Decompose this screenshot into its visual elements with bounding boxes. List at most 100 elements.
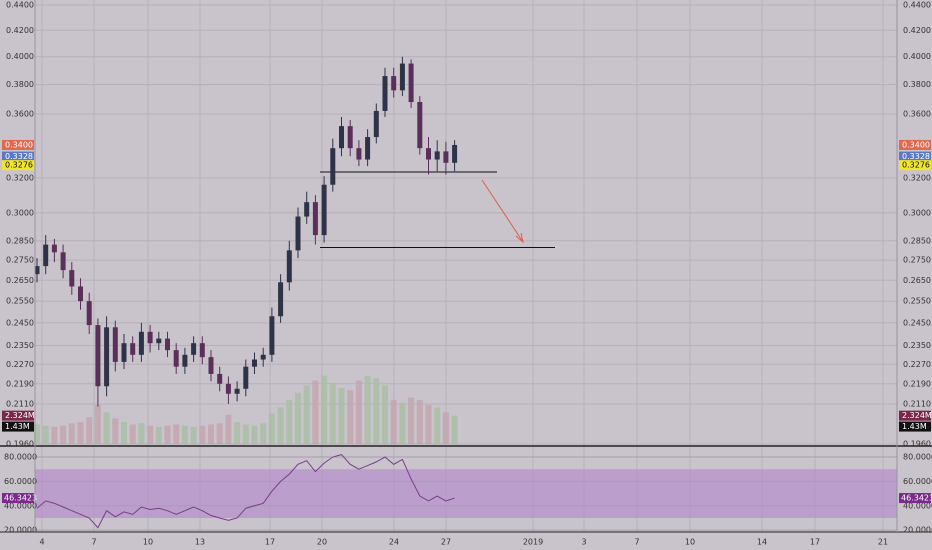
y-tick-label: 0.4400 — [903, 1, 931, 10]
volume-bar — [121, 422, 127, 444]
rsi-tick-label: 40.0000 — [903, 501, 932, 510]
y-tick-label: 0.2110 — [6, 399, 34, 408]
candle-body — [330, 148, 336, 185]
candle-body — [138, 331, 144, 355]
candle-body — [356, 148, 362, 160]
x-tick-label: 2019 — [523, 538, 543, 547]
axis-label-box — [2, 151, 34, 162]
volume-bar — [112, 418, 119, 444]
volume-bar — [68, 423, 75, 444]
candle-body — [156, 338, 162, 344]
axis-label: 2.324M — [5, 411, 35, 420]
y-tick-label: 0.4400 — [6, 1, 34, 10]
candle-body — [373, 110, 379, 138]
volume-bar — [408, 397, 415, 444]
volume-bar — [173, 424, 180, 444]
candle-body — [60, 252, 66, 271]
volume-bar — [390, 400, 397, 444]
y-tick-label: 0.3800 — [6, 80, 34, 89]
volume-bar — [42, 425, 49, 444]
candle-body — [321, 184, 327, 236]
arrow-head — [515, 232, 524, 244]
x-tick-label: 27 — [441, 538, 451, 547]
y-tick-label: 0.1960 — [903, 440, 931, 449]
y-tick-label: 0.4200 — [903, 26, 931, 35]
axis-label-box — [899, 493, 931, 504]
candle-body — [443, 151, 449, 163]
rsi-tick-label: 40.0000 — [4, 501, 37, 510]
rsi-band — [35, 469, 897, 518]
candle-body — [217, 373, 223, 384]
candle-body — [252, 359, 257, 367]
price-pane — [0, 0, 932, 446]
candle-body — [182, 354, 188, 367]
axis-label: 0.3400 — [902, 140, 930, 149]
axis-label-box — [2, 493, 34, 504]
axis-label-box — [2, 139, 34, 150]
axis-label: 0.3328 — [5, 152, 33, 161]
volume-bar — [416, 400, 423, 444]
candle-body — [78, 286, 83, 302]
candle-body — [339, 126, 344, 149]
volume-bar — [181, 425, 188, 444]
volume-bar — [129, 424, 136, 444]
x-tick-label: 7 — [91, 538, 96, 547]
axis-label: 0.3400 — [5, 140, 33, 149]
y-tick-label: 0.2750 — [6, 256, 34, 265]
x-tick-label: 10 — [143, 538, 153, 547]
axis-label: 1.43M — [902, 422, 927, 431]
y-tick-label: 0.2350 — [903, 341, 931, 350]
x-tick-label: 10 — [685, 538, 695, 547]
candle-body — [191, 343, 197, 355]
volume-bar — [451, 415, 458, 444]
y-tick-label: 0.2550 — [903, 297, 931, 306]
candle-body — [269, 316, 275, 355]
volume-bar — [268, 413, 275, 444]
y-tick-label: 0.4200 — [6, 26, 34, 35]
candle-body — [260, 354, 266, 360]
axis-label-box — [899, 139, 931, 150]
volume-bar — [442, 412, 449, 444]
volume-bar — [303, 385, 310, 444]
candle-body — [104, 327, 110, 387]
candle-body — [43, 244, 49, 267]
volume-bar — [208, 424, 214, 444]
axis-label: 1.43M — [5, 422, 30, 431]
x-tick-label: 24 — [389, 538, 399, 547]
candle-body — [286, 250, 292, 283]
volume-bar — [434, 407, 441, 444]
y-tick-label: 0.2450 — [6, 318, 34, 327]
axis-label: 0.3276 — [902, 161, 930, 170]
volume-bar — [312, 380, 319, 444]
volume-bar — [329, 383, 336, 444]
x-tick-label: 4 — [39, 538, 44, 547]
volume-bar — [286, 400, 293, 444]
volume-bar — [338, 387, 345, 444]
axis-label: 0.3276 — [5, 161, 33, 170]
candle-body — [347, 126, 353, 149]
volume-bar — [190, 426, 197, 444]
candle-body — [426, 148, 431, 160]
axis-label-box — [2, 410, 34, 421]
y-tick-label: 0.3600 — [6, 109, 34, 118]
y-tick-label: 0.2750 — [903, 256, 931, 265]
candle-body — [173, 350, 179, 367]
volume-bar — [347, 390, 354, 444]
rsi-tick-label: 80.0000 — [903, 453, 932, 462]
candle-body — [208, 357, 214, 374]
rsi-tick-label: 60.0000 — [903, 477, 932, 486]
axis-label-box — [899, 410, 931, 421]
rsi-tick-label: 20.0000 — [4, 526, 37, 535]
candle-body — [452, 144, 458, 163]
rsi-tick-label: 80.0000 — [4, 453, 37, 462]
volume-bar — [147, 425, 154, 444]
y-tick-label: 0.2550 — [6, 297, 34, 306]
volume-bar — [164, 425, 171, 444]
candle-body — [434, 151, 440, 160]
volume-bar — [382, 385, 388, 444]
volume-bar — [199, 425, 206, 444]
y-tick-label: 0.4000 — [903, 52, 931, 61]
rsi-tick-label: 60.0000 — [4, 477, 37, 486]
